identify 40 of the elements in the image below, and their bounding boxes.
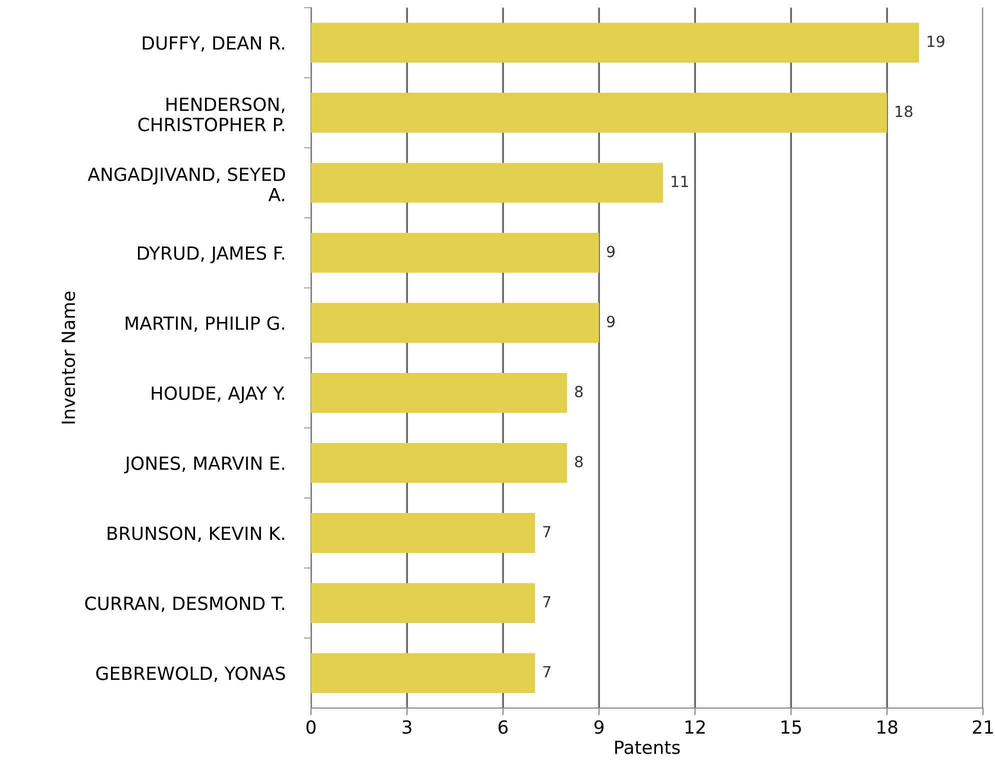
bar	[311, 232, 600, 273]
x-tick-label: 0	[306, 720, 316, 734]
data-label: 9	[606, 316, 615, 328]
y-tick-label: ANGADJIVAND, SEYED A.	[88, 168, 285, 202]
bar	[311, 92, 888, 133]
y-tick-label: CURRAN, DESMOND T.	[85, 596, 284, 612]
data-label: 7	[543, 596, 550, 608]
bar	[311, 22, 920, 63]
bar	[311, 162, 664, 203]
data-label: 7	[543, 666, 550, 678]
x-tick-label: 6	[498, 720, 508, 734]
y-tick-label: BRUNSON, KEVIN K.	[108, 526, 284, 542]
bar	[311, 653, 536, 694]
data-label: 18	[896, 106, 912, 118]
y-tick-label: DYRUD, JAMES F.	[138, 246, 284, 264]
data-label: 19	[928, 36, 944, 48]
x-tick-label: 3	[402, 720, 412, 734]
y-tick-label: HENDERSON, CHRISTOPHER P.	[138, 97, 284, 132]
data-label: 11	[672, 176, 688, 187]
x-tick-label: 12	[686, 720, 705, 734]
bar	[311, 442, 568, 483]
x-tick-label: 9	[594, 720, 604, 734]
data-label: 8	[575, 456, 583, 468]
data-label: 8	[575, 386, 583, 398]
x-tick-label: 18	[878, 720, 898, 734]
bar	[311, 302, 600, 343]
y-tick-label: MARTIN, PHILIP G.	[126, 316, 284, 332]
bar	[311, 372, 568, 413]
bar	[311, 513, 536, 553]
bar	[311, 583, 536, 623]
y-tick-label: HOUDE, AJAY Y.	[152, 386, 284, 404]
y-tick-label: DUFFY, DEAN R.	[142, 36, 284, 52]
x-axis-title: Patents	[615, 740, 680, 754]
data-label: 7	[543, 526, 550, 538]
y-tick-label: JONES, MARVIN E.	[124, 456, 284, 474]
data-label: 9	[606, 246, 615, 258]
y-axis-title: Inventor Name	[62, 292, 76, 424]
y-tick-label: GEBREWOLD, YONAS	[96, 666, 286, 682]
x-tick-label: 21	[972, 720, 993, 734]
x-tick-label: 15	[782, 720, 801, 734]
